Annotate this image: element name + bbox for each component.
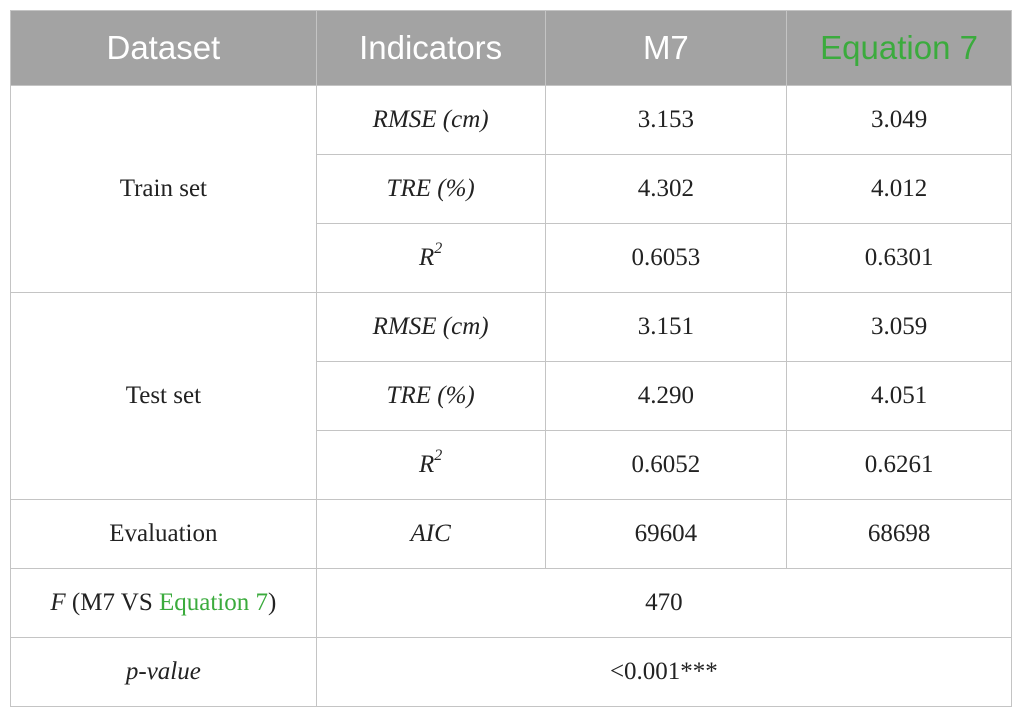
- cell: 4.051: [786, 361, 1012, 431]
- row: R2 0.6052 0.6261: [11, 430, 1012, 500]
- cell: 0.6301: [786, 223, 1012, 293]
- symbol: R: [419, 244, 435, 271]
- cell: TRE (%): [315, 361, 546, 431]
- header-cell: Dataset: [10, 10, 317, 86]
- f-model: Equation 7: [158, 589, 268, 616]
- table-body: Train set RMSE (cm) 3.153 3.049 TRE (%) 4.302…: [10, 85, 1012, 500]
- evaluation-row: Evaluation AIC 69604 68698: [10, 499, 1012, 569]
- cell: p-value: [10, 637, 317, 707]
- cell: 3.151: [544, 292, 788, 362]
- cell: R2: [315, 430, 546, 500]
- cell: 3.153: [544, 85, 788, 155]
- cell: 4.290: [544, 361, 788, 431]
- cell: F (M7 VS Equation 7): [10, 568, 317, 638]
- f-close: ): [268, 589, 277, 616]
- cell: RMSE (cm): [315, 292, 546, 362]
- cell: 0.6053: [544, 223, 788, 293]
- f-open: (M7 VS: [65, 589, 159, 616]
- cell: 0.6052: [544, 430, 788, 500]
- cell: AIC: [315, 499, 546, 569]
- cell: <0.001***: [315, 637, 1013, 707]
- row: Train set RMSE (cm) 3.153 3.049: [10, 85, 1012, 293]
- p-value-row: p-value <0.001***: [10, 637, 1013, 707]
- row: TRE (%) 4.302 4.012: [11, 154, 1012, 224]
- cell: 3.049: [786, 85, 1012, 155]
- cell: 0.6261: [786, 430, 1012, 500]
- row: TRE (%) 4.290 4.051: [11, 361, 1012, 431]
- cell: 3.059: [786, 292, 1012, 362]
- cell: Evaluation: [10, 499, 317, 569]
- superscript: 2: [434, 240, 443, 257]
- cell: 69604: [544, 499, 788, 569]
- cell: TRE (%): [315, 154, 546, 224]
- cell: RMSE (cm): [315, 85, 546, 155]
- cell: 4.302: [544, 154, 788, 224]
- header-cell: Indicators: [315, 10, 546, 86]
- row: Test set RMSE (cm) 3.151 3.059: [10, 292, 1012, 500]
- f-symbol: F: [50, 589, 66, 616]
- superscript: 2: [434, 447, 443, 464]
- group-label: Train set: [10, 85, 317, 293]
- cell: 470: [315, 568, 1013, 638]
- cell: R2: [315, 223, 546, 293]
- cell: 4.012: [786, 154, 1012, 224]
- header-row: Dataset Indicators M7 Equation 7: [10, 10, 1012, 86]
- group-label: Test set: [10, 292, 317, 500]
- symbol: R: [419, 451, 435, 478]
- header-cell: Equation 7: [786, 10, 1012, 86]
- header-cell: M7: [544, 10, 788, 86]
- results-table: Dataset Indicators M7 Equation 7 Train s…: [10, 10, 1013, 707]
- f-test-row: F (M7 VS Equation 7) 470: [10, 568, 1013, 638]
- cell: 68698: [786, 499, 1012, 569]
